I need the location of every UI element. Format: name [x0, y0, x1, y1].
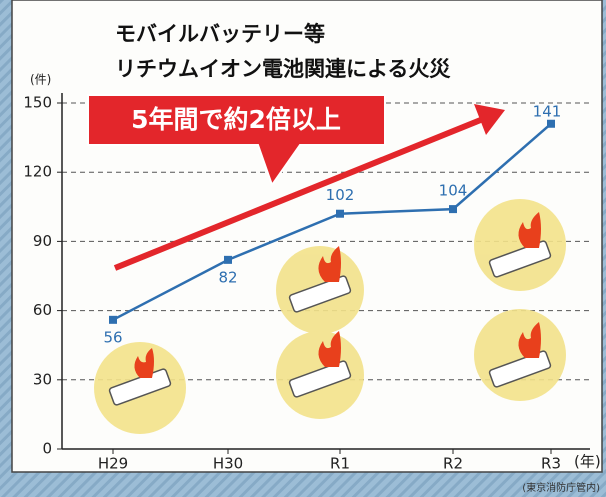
x-tick-label: R2: [443, 455, 463, 473]
annotation: 5年間で約2倍以上: [131, 105, 341, 134]
y-axis-label: (件): [30, 73, 51, 87]
data-label: 56: [103, 328, 122, 346]
chart-subtitle: リチウムイオン電池関連による火災: [115, 57, 451, 81]
y-tick-label: 150: [23, 94, 52, 112]
data-point: [109, 316, 117, 324]
data-label: 82: [218, 268, 237, 286]
data-label: 104: [439, 182, 468, 200]
data-point: [224, 256, 232, 264]
data-label: 141: [533, 102, 562, 120]
chart: モバイルバッテリー等 リチウムイオン電池関連による火災 (件) (年) (東京消…: [0, 0, 606, 497]
data-point: [547, 120, 555, 128]
x-axis-label: (年): [574, 453, 601, 471]
y-tick-label: 60: [33, 301, 52, 319]
y-tick-label: 90: [33, 232, 52, 250]
y-tick-label: 30: [33, 370, 52, 388]
page: {"chart_data": {"type": "line", "title":…: [0, 0, 606, 497]
source-note: (東京消防庁管内): [522, 481, 600, 494]
data-point: [449, 205, 457, 213]
x-tick-label: R1: [330, 455, 350, 473]
chart-title: モバイルバッテリー等: [115, 22, 325, 46]
data-label: 102: [326, 186, 355, 204]
data-point: [336, 210, 344, 218]
y-tick-label: 0: [42, 440, 52, 458]
x-tick-label: H29: [98, 455, 128, 473]
x-tick-label: R3: [541, 455, 561, 473]
y-tick-label: 120: [23, 163, 52, 181]
x-tick-label: H30: [213, 455, 243, 473]
